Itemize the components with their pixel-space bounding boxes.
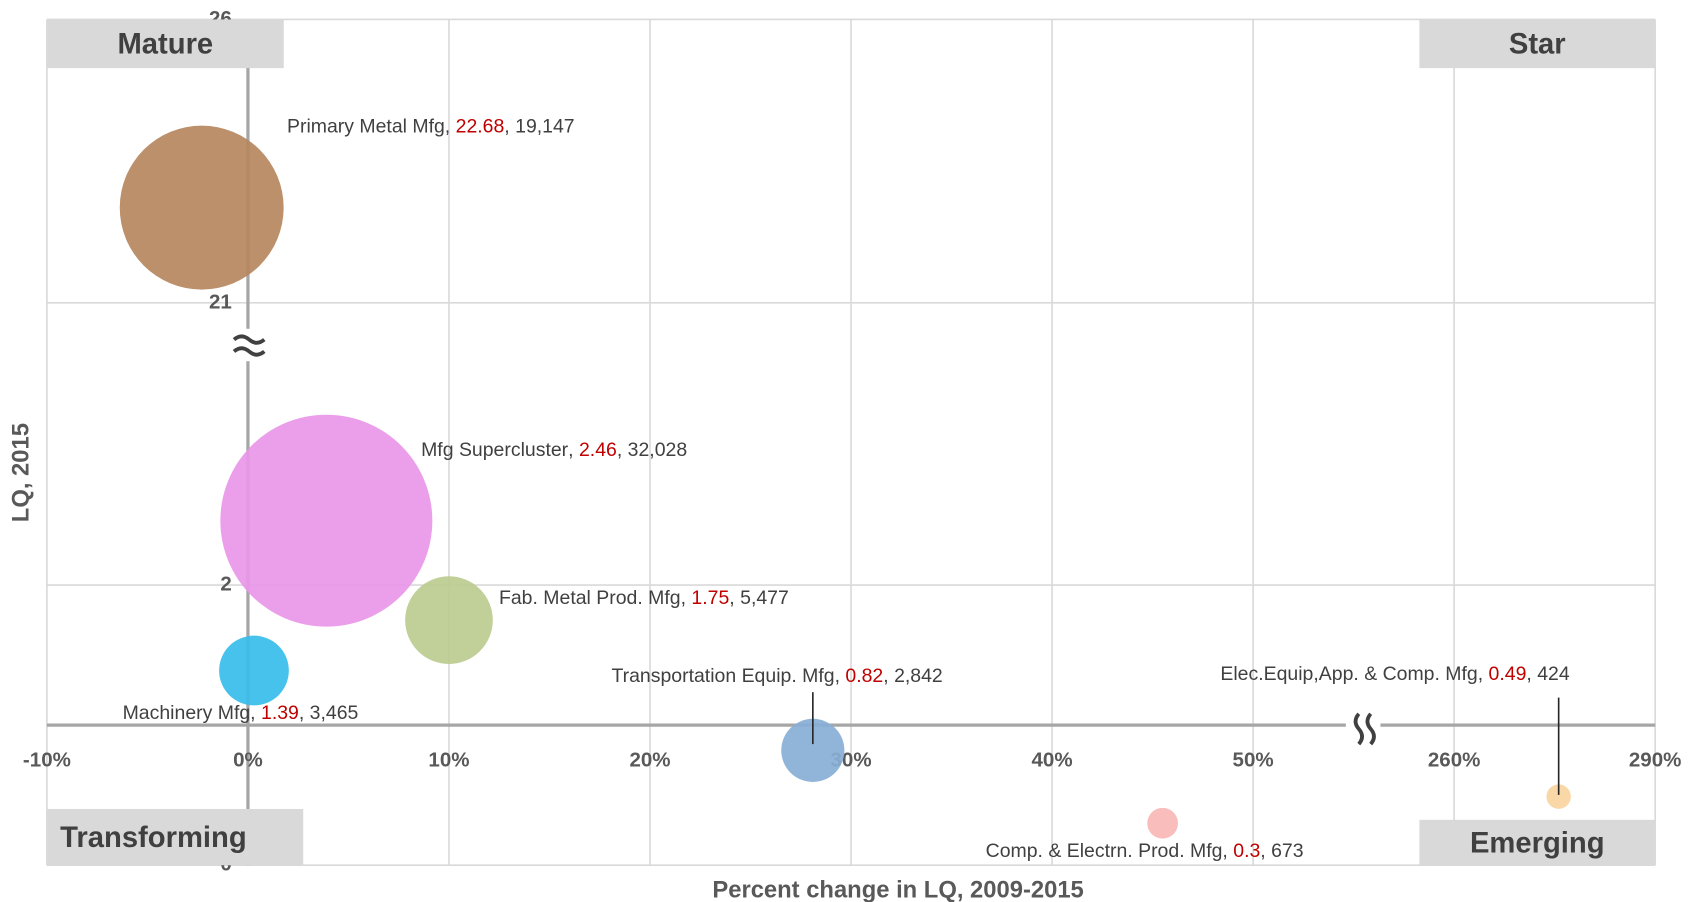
bubble: [119, 125, 284, 290]
quadrant-box: [1419, 819, 1656, 866]
label-separator: ,: [568, 439, 579, 461]
bubble-label: Machinery Mfg, 1.39, 3,465: [123, 702, 359, 724]
label-separator: ,: [729, 587, 740, 609]
label-size: 32,028: [628, 439, 688, 461]
x-tick-label: 0%: [233, 748, 263, 771]
label-separator: ,: [250, 702, 261, 724]
bubble: [781, 718, 845, 782]
label-lq: 0.49: [1489, 663, 1527, 685]
bubble-label: Elec.Equip,App. & Comp. Mfg, 0.49, 424: [1220, 663, 1569, 685]
label-size: 673: [1271, 840, 1303, 862]
y-tick-label: 2: [220, 573, 231, 596]
y-axis-title: LQ, 2015: [7, 423, 34, 522]
x-tick-label: 10%: [428, 748, 469, 771]
label-lq: 0.82: [845, 665, 883, 687]
bubbles: [119, 125, 1571, 839]
quadrant-label: Emerging: [1470, 827, 1605, 859]
label-lq: 2.46: [579, 439, 617, 461]
label-name: Elec.Equip,App. & Comp. Mfg: [1220, 663, 1477, 685]
x-tick-label: 290%: [1629, 748, 1682, 771]
label-lq: 0.3: [1233, 840, 1260, 862]
bubble-label: Primary Metal Mfg, 22.68, 19,147: [287, 116, 575, 138]
bubble-label: Transportation Equip. Mfg, 0.82, 2,842: [611, 665, 942, 687]
quadrant-box: [46, 19, 284, 69]
label-name: Transportation Equip. Mfg: [611, 665, 834, 687]
label-separator: ,: [835, 665, 846, 687]
label-size: 424: [1537, 663, 1570, 685]
label-lq: 22.68: [456, 116, 505, 138]
y-tick-label: 21: [209, 290, 232, 313]
label-size: 3,465: [310, 702, 359, 724]
x-tick-label: 50%: [1233, 748, 1274, 771]
label-separator: ,: [299, 702, 310, 724]
quadrant-box: [46, 808, 304, 866]
label-name: Primary Metal Mfg: [287, 116, 445, 138]
label-separator: ,: [1222, 840, 1233, 862]
label-separator: ,: [445, 116, 456, 138]
label-separator: ,: [504, 116, 515, 138]
x-axis-title: Percent change in LQ, 2009-2015: [712, 876, 1083, 902]
x-tick-label: 20%: [629, 748, 670, 771]
bubble: [1147, 807, 1178, 839]
label-name: Comp. & Electrn. Prod. Mfg: [986, 840, 1223, 862]
quadrant-label: Mature: [117, 29, 213, 61]
labels: Primary Metal Mfg, 22.68, 19,147 Mfg Supe…: [46, 19, 1656, 866]
label-size: 2,842: [894, 665, 943, 687]
x-tick-label: -10%: [23, 748, 71, 771]
label-separator: ,: [617, 439, 628, 461]
label-lq: 1.75: [691, 587, 729, 609]
label-size: 5,477: [740, 587, 789, 609]
x-break: [1345, 709, 1381, 749]
label-separator: ,: [681, 587, 692, 609]
quadrant-box: [1419, 19, 1656, 69]
label-name: Fab. Metal Prod. Mfg: [499, 587, 681, 609]
bubble: [405, 576, 493, 664]
y-break: [231, 328, 267, 362]
quadrant-label: Star: [1509, 29, 1566, 61]
x-tick-label: 40%: [1032, 748, 1073, 771]
label-separator: ,: [883, 665, 894, 687]
label-separator: ,: [1478, 663, 1489, 685]
bubble: [1546, 784, 1571, 809]
bubble: [220, 414, 433, 627]
label-separator: ,: [1526, 663, 1537, 685]
bubble-label: Comp. & Electrn. Prod. Mfg, 0.3, 673: [986, 840, 1304, 862]
label-separator: ,: [1260, 840, 1271, 862]
bubble-label: Mfg Supercluster, 2.46, 32,028: [421, 439, 687, 461]
label-name: Machinery Mfg: [123, 702, 251, 724]
label-lq: 1.39: [261, 702, 299, 724]
label-name: Mfg Supercluster: [421, 439, 569, 461]
bubble-label: Fab. Metal Prod. Mfg, 1.75, 5,477: [499, 587, 789, 609]
quadrant-label: Transforming: [60, 822, 247, 854]
x-tick-label: 260%: [1428, 748, 1481, 771]
label-size: 19,147: [515, 116, 575, 138]
bubble: [219, 635, 289, 706]
